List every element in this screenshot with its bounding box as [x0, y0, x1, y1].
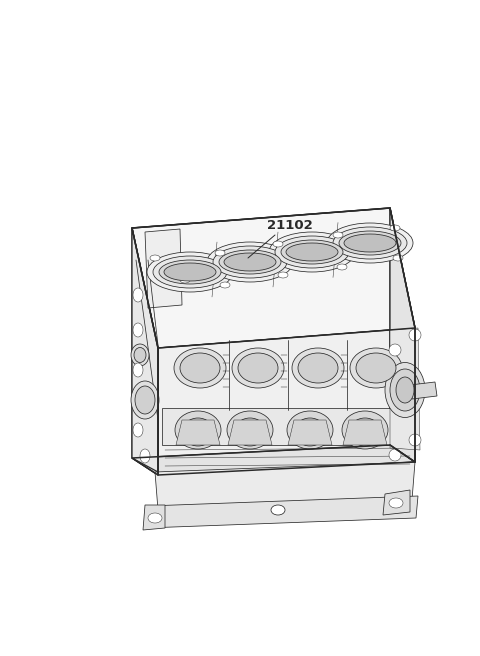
Ellipse shape [134, 348, 146, 363]
Ellipse shape [220, 282, 230, 288]
Ellipse shape [234, 418, 266, 446]
Ellipse shape [287, 411, 333, 449]
Ellipse shape [131, 381, 159, 419]
Polygon shape [143, 505, 165, 530]
Polygon shape [162, 408, 412, 445]
Polygon shape [410, 382, 437, 399]
Ellipse shape [180, 277, 190, 283]
Ellipse shape [238, 353, 278, 383]
Polygon shape [155, 462, 415, 510]
Ellipse shape [219, 250, 281, 274]
Ellipse shape [333, 232, 343, 238]
Ellipse shape [135, 386, 155, 414]
Polygon shape [158, 328, 415, 475]
Ellipse shape [286, 243, 338, 261]
Ellipse shape [207, 242, 293, 282]
Ellipse shape [273, 241, 283, 247]
Ellipse shape [269, 232, 355, 272]
Polygon shape [146, 496, 418, 528]
Ellipse shape [224, 253, 276, 271]
Ellipse shape [271, 505, 285, 515]
Polygon shape [132, 228, 158, 472]
Ellipse shape [281, 240, 343, 264]
Polygon shape [132, 208, 415, 348]
Ellipse shape [133, 423, 143, 437]
Ellipse shape [180, 353, 220, 383]
Ellipse shape [390, 225, 400, 231]
Ellipse shape [148, 513, 162, 523]
Ellipse shape [409, 329, 421, 341]
Ellipse shape [385, 363, 425, 417]
Polygon shape [383, 490, 410, 515]
Ellipse shape [227, 411, 273, 449]
Ellipse shape [175, 411, 221, 449]
Ellipse shape [215, 250, 225, 256]
Ellipse shape [159, 260, 221, 284]
Ellipse shape [389, 344, 401, 356]
Polygon shape [343, 420, 387, 445]
Polygon shape [132, 228, 158, 475]
Ellipse shape [213, 246, 287, 278]
Ellipse shape [140, 449, 150, 463]
Ellipse shape [298, 353, 338, 383]
Ellipse shape [294, 418, 326, 446]
Ellipse shape [339, 231, 401, 255]
Ellipse shape [150, 255, 160, 261]
Ellipse shape [390, 369, 420, 411]
Ellipse shape [182, 418, 214, 446]
Ellipse shape [409, 434, 421, 446]
Ellipse shape [292, 348, 344, 388]
Ellipse shape [133, 288, 143, 302]
Ellipse shape [333, 227, 407, 259]
Ellipse shape [389, 449, 401, 461]
Polygon shape [176, 420, 220, 445]
Ellipse shape [344, 234, 396, 252]
Ellipse shape [164, 263, 216, 281]
Ellipse shape [342, 411, 388, 449]
Ellipse shape [153, 256, 227, 288]
Ellipse shape [389, 498, 403, 508]
Ellipse shape [327, 223, 413, 263]
Ellipse shape [337, 264, 347, 270]
Polygon shape [145, 229, 182, 308]
Ellipse shape [174, 348, 226, 388]
Polygon shape [390, 208, 415, 462]
Polygon shape [390, 208, 415, 462]
Ellipse shape [396, 377, 414, 403]
Ellipse shape [393, 255, 403, 261]
Ellipse shape [133, 323, 143, 337]
Ellipse shape [133, 363, 143, 377]
Ellipse shape [131, 344, 149, 366]
Text: 21102: 21102 [267, 219, 313, 232]
Ellipse shape [232, 348, 284, 388]
Ellipse shape [349, 418, 381, 446]
Ellipse shape [356, 353, 396, 383]
Polygon shape [288, 420, 332, 445]
Ellipse shape [278, 272, 288, 278]
Ellipse shape [275, 236, 349, 268]
Polygon shape [228, 420, 272, 445]
Polygon shape [390, 328, 420, 450]
Polygon shape [132, 445, 415, 475]
Ellipse shape [147, 252, 233, 292]
Ellipse shape [350, 348, 402, 388]
